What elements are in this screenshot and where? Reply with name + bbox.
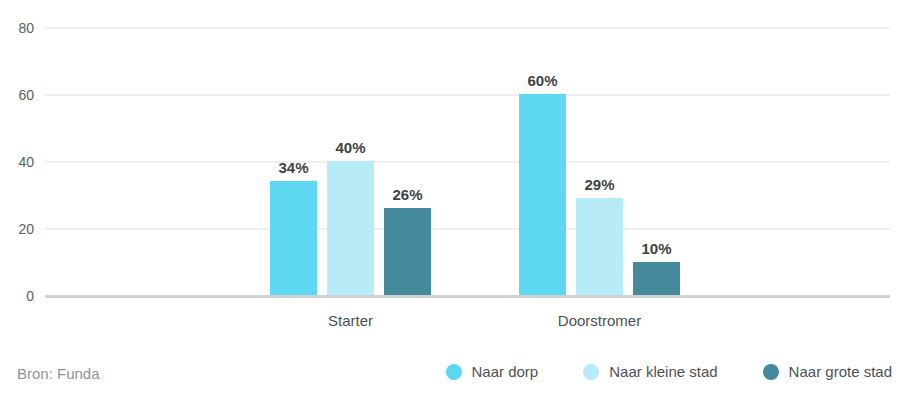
- legend-item-naar-dorp: Naar dorp: [446, 363, 539, 380]
- y-tick-label-80: 80: [0, 19, 34, 37]
- bar-value-label: 34%: [278, 159, 308, 176]
- bar-wrap: 26%: [384, 186, 431, 295]
- bar-group-doorstromer: 60% 29% 10%: [519, 72, 680, 295]
- bar-value-label: 40%: [335, 139, 365, 156]
- bar-value-label: 26%: [392, 186, 422, 203]
- gridline-0: [45, 295, 890, 298]
- bar-naar-kleine-stad-starter: [327, 161, 374, 295]
- bar-chart: 34% 40% 26% 60% 29% 10% Bron: Funda Naar dorp…: [0, 0, 901, 402]
- bar-naar-grote-stad-starter: [384, 208, 431, 295]
- legend-dot-icon: [763, 364, 779, 380]
- y-tick-label-40: 40: [0, 153, 34, 171]
- bar-naar-grote-stad-doorstromer: [633, 262, 680, 296]
- y-tick-label-20: 20: [0, 220, 34, 238]
- source-label: Bron: Funda: [17, 365, 100, 382]
- gridline-20: [45, 228, 890, 230]
- bar-value-label: 10%: [641, 240, 671, 257]
- gridline-60: [45, 94, 890, 96]
- legend-dot-icon: [446, 364, 462, 380]
- bar-group-starter: 34% 40% 26%: [270, 139, 431, 295]
- legend-item-naar-grote-stad: Naar grote stad: [763, 363, 892, 380]
- legend-label: Naar grote stad: [789, 363, 892, 380]
- bar-wrap: 10%: [633, 240, 680, 296]
- legend: Naar dorp Naar kleine stad Naar grote stad: [446, 363, 893, 380]
- legend-label: Naar kleine stad: [609, 363, 717, 380]
- bar-value-label: 60%: [527, 72, 557, 89]
- legend-dot-icon: [583, 364, 599, 380]
- gridline-80: [45, 27, 890, 29]
- legend-item-naar-kleine-stad: Naar kleine stad: [583, 363, 717, 380]
- bar-wrap: 29%: [576, 176, 623, 295]
- plot-area: 34% 40% 26% 60% 29% 10%: [45, 28, 890, 296]
- bar-value-label: 29%: [584, 176, 614, 193]
- bar-wrap: 40%: [327, 139, 374, 295]
- y-tick-label-60: 60: [0, 86, 34, 104]
- bar-naar-dorp-starter: [270, 181, 317, 295]
- bar-naar-dorp-doorstromer: [519, 94, 566, 295]
- bar-naar-kleine-stad-doorstromer: [576, 198, 623, 295]
- bar-wrap: 60%: [519, 72, 566, 295]
- legend-label: Naar dorp: [472, 363, 539, 380]
- gridline-40: [45, 161, 890, 163]
- x-axis-label-starter: Starter: [281, 312, 421, 329]
- x-axis-label-doorstromer: Doorstromer: [530, 312, 670, 329]
- y-tick-label-0: 0: [0, 287, 34, 305]
- bar-wrap: 34%: [270, 159, 317, 295]
